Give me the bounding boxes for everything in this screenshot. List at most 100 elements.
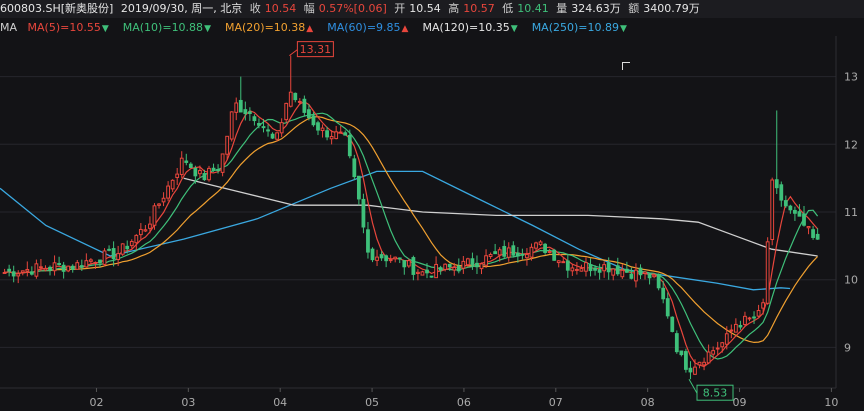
candle-body	[48, 266, 52, 270]
high-label: 高	[448, 2, 460, 15]
x-tick-label: 09	[733, 396, 747, 409]
ma-legend-item: MA(60)=9.85▲	[327, 21, 409, 34]
candle-body	[761, 302, 766, 309]
candle-body	[375, 256, 379, 261]
candle-body	[406, 260, 411, 267]
candle-body	[347, 134, 352, 157]
amount-label: 额	[628, 2, 640, 15]
candle-body	[184, 160, 189, 163]
ma-legend-title[interactable]: MA	[0, 21, 18, 34]
candle-body	[665, 298, 670, 317]
candle-body	[52, 262, 57, 272]
y-tick-label: 9	[844, 341, 851, 354]
candle-body	[11, 271, 16, 277]
ma250-line	[0, 170, 791, 291]
candle-body	[247, 111, 252, 114]
candle-body	[93, 261, 98, 264]
candle-body	[615, 265, 620, 275]
candle-body	[270, 133, 275, 139]
candle-body	[543, 243, 547, 253]
candle-body	[706, 351, 711, 364]
candle-body	[116, 253, 121, 260]
candle-body	[443, 263, 448, 270]
change-label: 幅	[303, 2, 315, 15]
candle-body	[465, 258, 470, 266]
ma-legend-item: MA(20)=10.38▲	[224, 21, 314, 34]
candle-body	[129, 240, 134, 247]
candle-body	[161, 197, 166, 203]
candle-body	[606, 262, 611, 273]
candle-body	[679, 350, 684, 356]
candlestick-chart[interactable]: 9 10 11 12 13 02 03 04 05 06 07 08 09 10 13.31 8.53	[0, 36, 864, 411]
open-label: 开	[394, 2, 406, 15]
candle-body	[102, 250, 107, 265]
candle-body	[684, 351, 688, 370]
candle-body	[266, 129, 270, 132]
candle-body	[774, 179, 779, 189]
candle-body	[238, 99, 243, 113]
candle-body	[438, 267, 443, 271]
candle-body	[747, 317, 752, 320]
candle-body	[720, 342, 725, 348]
candle-body	[461, 260, 466, 269]
candle-body	[225, 135, 230, 155]
candle-body	[556, 260, 561, 264]
candle-body	[815, 233, 820, 240]
candle-body	[288, 91, 293, 107]
candle-body	[779, 184, 784, 201]
ma-legend-item: MA(250)=10.89▼	[531, 21, 627, 34]
candle-body	[634, 269, 638, 282]
candle-body	[715, 347, 720, 350]
candle-body	[506, 247, 511, 258]
candle-body	[243, 109, 248, 115]
candle-body	[234, 102, 239, 113]
candle-body	[338, 131, 343, 134]
candle-body	[497, 249, 502, 256]
candle-body	[643, 271, 647, 275]
candle-body	[525, 253, 529, 259]
candle-body	[84, 260, 89, 268]
marker-leader	[289, 49, 298, 57]
candle-body	[411, 257, 416, 275]
candle-body	[61, 264, 66, 272]
candle-body	[656, 273, 661, 289]
candle-body	[29, 271, 34, 275]
x-tick-label: 05	[365, 396, 379, 409]
candle-body	[652, 274, 657, 278]
candle-body	[111, 248, 116, 260]
high-price-marker	[296, 41, 334, 58]
candle-body	[520, 253, 525, 256]
candle-body	[366, 229, 370, 253]
ma20-line	[4, 116, 819, 344]
candle-body	[397, 257, 402, 260]
candle-body	[148, 223, 152, 229]
candle-body	[229, 111, 234, 140]
candle-body	[170, 179, 175, 190]
x-tick-label: 07	[549, 396, 563, 409]
candle-body	[811, 229, 815, 238]
candle-body	[425, 269, 429, 274]
candle-body	[511, 245, 516, 256]
candle-body	[588, 264, 593, 272]
candle-body	[638, 267, 643, 276]
candle-body	[79, 265, 84, 268]
low-label: 低	[502, 2, 514, 15]
y-tick-label: 10	[844, 274, 858, 287]
candle-body	[297, 100, 302, 103]
candle-body	[107, 248, 111, 251]
candle-body	[793, 209, 797, 214]
candle-body	[724, 333, 729, 345]
candle-body	[279, 122, 284, 134]
low-price-label: 8.53	[703, 387, 728, 400]
ma5-line	[4, 101, 819, 368]
arrow-up-icon: ▲	[306, 24, 314, 34]
arrow-down-icon: ▼	[510, 24, 518, 34]
candle-body	[252, 116, 257, 122]
candle-body	[402, 260, 407, 268]
candle-body	[216, 169, 220, 172]
candle-body	[570, 267, 575, 272]
candle-body	[120, 243, 125, 255]
candle-body	[416, 271, 420, 275]
candle-body	[179, 157, 184, 175]
candle-body	[198, 170, 202, 175]
